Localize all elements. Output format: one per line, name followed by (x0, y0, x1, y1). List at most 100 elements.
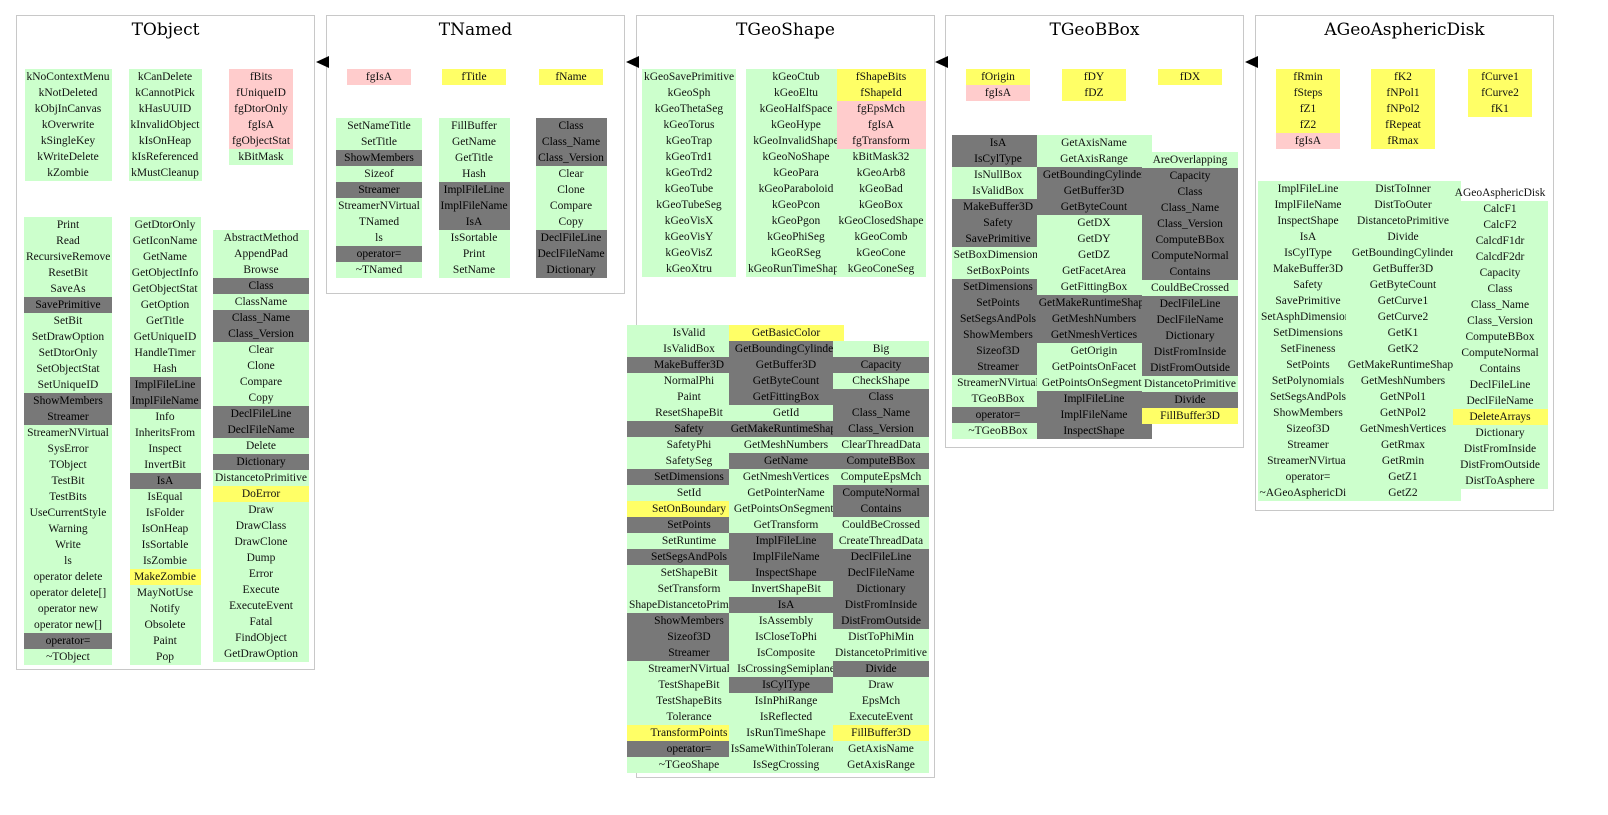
member-maynotuse: MayNotUse (129, 585, 201, 601)
member-group: fK2 fNPol1 fNPol2 fRepeat fRmax (1303, 69, 1503, 149)
member-getbuffer3d: GetBuffer3D (1345, 261, 1461, 277)
inheritance-arrow (626, 56, 639, 68)
member-isa: IsA (129, 473, 201, 489)
member-getaxisname: GetAxisName (833, 741, 929, 757)
member-getaxisname: GetAxisName (1036, 135, 1152, 151)
member-class-version: Class_Version (1452, 313, 1548, 329)
member-ls: ls (24, 553, 112, 569)
member-frepeat: fRepeat (1371, 117, 1435, 133)
member-fshapebits: fShapeBits (836, 69, 926, 85)
member-iszombie: IsZombie (129, 553, 201, 569)
member-group: fBits fUniqueID fgDtorOnly fgIsA fgObjectSta… (161, 69, 361, 165)
member-checkshape: CheckShape (833, 373, 929, 389)
member-setboxdimensions: SetBoxDimensions (951, 247, 1045, 263)
member-streamernvirtual: StreamerNVirtual (627, 661, 751, 677)
member-kmustcleanup: kMustCleanup (128, 165, 202, 181)
member-kgeothetaseg: kGeoThetaSeg (642, 101, 736, 117)
member-abstractmethod: AbstractMethod (213, 230, 309, 246)
member-fgisa: fgIsA (966, 85, 1030, 101)
member-calcf1: CalcF1 (1452, 201, 1548, 217)
member-capacity: Capacity (1452, 265, 1548, 281)
member-issamewithintolerance: IsSameWithinTolerance (728, 741, 844, 757)
member-inspectshape: InspectShape (728, 565, 844, 581)
member-distancetoprimitive: DistancetoPrimitive (1345, 213, 1461, 229)
member-group: fDX (1090, 69, 1290, 85)
member-fbits: fBits (229, 69, 293, 85)
member-saveas: SaveAs (24, 281, 112, 297)
member-kgeoinvalidshape: kGeoInvalidShape (746, 133, 846, 149)
member-kgeovisz: kGeoVisZ (642, 245, 736, 261)
member-setsegsandpols: SetSegsAndPols (951, 311, 1045, 327)
inheritance-arrow (1245, 56, 1258, 68)
member-saveprimitive: SavePrimitive (951, 231, 1045, 247)
member-kgeotrap: kGeoTrap (642, 133, 736, 149)
member-kgeotorus: kGeoTorus (642, 117, 736, 133)
member-setboxpoints: SetBoxPoints (951, 263, 1045, 279)
member-classname: ClassName (213, 294, 309, 310)
member-streamernvirtual: StreamerNVirtual (951, 375, 1045, 391)
member-kisonheap: kIsOnHeap (128, 133, 202, 149)
inheritance-arrow (316, 56, 329, 68)
member-delete: Delete (213, 438, 309, 454)
member-group: DistToInner DistToOuter DistancetoPrimitiv… (1303, 181, 1503, 501)
member-setonboundary: SetOnBoundary (627, 501, 751, 517)
member-getmakeruntimeshape: GetMakeRuntimeShape (1036, 295, 1152, 311)
member-getnpol1: GetNPol1 (1345, 389, 1461, 405)
member-class-name: Class_Name (535, 134, 607, 150)
member-streamernvirtual: StreamerNVirtual (24, 425, 112, 441)
member-kgeoarb8: kGeoArb8 (836, 165, 926, 181)
member-appendpad: AppendPad (213, 246, 309, 262)
member-ftitle: fTitle (442, 69, 506, 85)
member-getorigin: GetOrigin (1036, 343, 1152, 359)
member-implfilename: ImplFileName (438, 198, 510, 214)
member-fdx: fDX (1158, 69, 1222, 85)
member-kinvalidobject: kInvalidObject (128, 117, 202, 133)
member-computenormal: ComputeNormal (833, 485, 929, 501)
member-tnamed: TNamed (336, 214, 422, 230)
member-kgeoclosedshape: kGeoClosedShape (836, 213, 926, 229)
member-dump: Dump (213, 550, 309, 566)
member-class: Class (833, 389, 929, 405)
member-fgisa: fgIsA (347, 69, 411, 85)
member-isinphirange: IsInPhiRange (728, 693, 844, 709)
member-isassembly: IsAssembly (728, 613, 844, 629)
member-resetbit: ResetBit (24, 265, 112, 281)
class-title: AGeoAsphericDisk (1324, 20, 1485, 40)
member-showmembers: ShowMembers (627, 613, 751, 629)
member-dictionary: Dictionary (833, 581, 929, 597)
member-deletearrays: DeleteArrays (1452, 409, 1548, 425)
member-divide: Divide (1142, 392, 1238, 408)
member-knocontextmenu: kNoContextMenu (24, 69, 112, 85)
member-kgeoeltu: kGeoEltu (746, 85, 846, 101)
member-kgeopara: kGeoPara (746, 165, 846, 181)
member-getcurve1: GetCurve1 (1345, 293, 1461, 309)
member-notify: Notify (129, 601, 201, 617)
member-kcannotpick: kCannotPick (128, 85, 202, 101)
member-distfromoutside: DistFromOutside (1142, 360, 1238, 376)
member-fillbuffer3d: FillBuffer3D (1142, 408, 1238, 424)
member-showmembers: ShowMembers (951, 327, 1045, 343)
member-isnullbox: IsNullBox (951, 167, 1045, 183)
member-getname: GetName (728, 453, 844, 469)
member-getnmeshvertices: GetNmeshVertices (1036, 327, 1152, 343)
member-clear: Clear (213, 342, 309, 358)
member-kwritedelete: kWriteDelete (24, 149, 112, 165)
member-operator: operator= (24, 633, 112, 649)
member-sizeof3d: Sizeof3D (951, 343, 1045, 359)
member-getuniqueid: GetUniqueID (129, 329, 201, 345)
member-safety: Safety (627, 421, 751, 437)
member-computenormal: ComputeNormal (1452, 345, 1548, 361)
member-setdimensions: SetDimensions (951, 279, 1045, 295)
member-setpoints: SetPoints (951, 295, 1045, 311)
member-pop: Pop (129, 649, 201, 665)
member-iscyltype: IsCylType (728, 677, 844, 693)
member-makezombie: MakeZombie (129, 569, 201, 585)
member-isfolder: IsFolder (129, 505, 201, 521)
member-calcdf2dr: CalcdF2dr (1452, 249, 1548, 265)
member-getfittingbox: GetFittingBox (1036, 279, 1152, 295)
member-iscyltype: IsCylType (951, 151, 1045, 167)
member-getdy: GetDY (1036, 231, 1152, 247)
member-kgeosph: kGeoSph (642, 85, 736, 101)
member-class-name: Class_Name (1452, 297, 1548, 313)
member-kgeoxtru: kGeoXtru (642, 261, 736, 277)
